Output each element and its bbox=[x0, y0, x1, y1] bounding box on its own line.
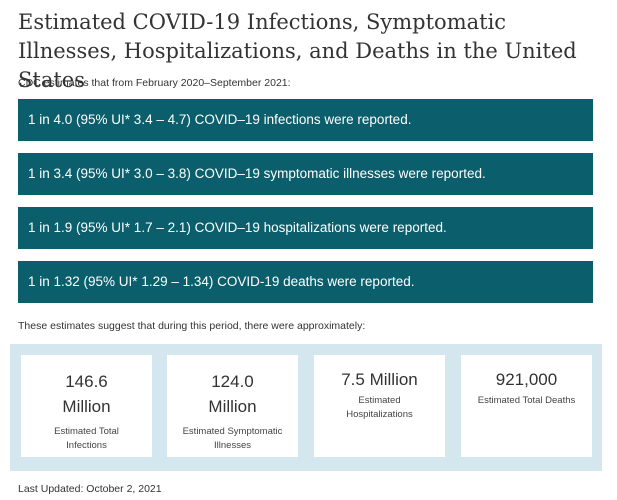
deaths-card: 921,000 Estimated Total Deaths bbox=[461, 355, 592, 457]
hospitalizations-label: Estimated Hospitalizations bbox=[346, 395, 413, 420]
deaths-ratio-bar: 1 in 1.32 (95% UI* 1.29 – 1.34) COVID-19… bbox=[18, 261, 593, 303]
symptomatic-value: 124.0 Million bbox=[208, 372, 257, 416]
hospitalizations-ratio-bar: 1 in 1.9 (95% UI* 1.7 – 2.1) COVID–19 ho… bbox=[18, 207, 593, 249]
deaths-value: 921,000 bbox=[495, 370, 558, 389]
infections-card: 146.6 Million Estimated Total Infections bbox=[21, 355, 152, 457]
symptomatic-ratio-bar: 1 in 3.4 (95% UI* 3.0 – 3.8) COVID–19 sy… bbox=[18, 153, 593, 195]
infections-label: Estimated Total Infections bbox=[54, 426, 119, 451]
deaths-label: Estimated Total Deaths bbox=[477, 395, 576, 406]
infections-value: 146.6 Million bbox=[62, 372, 111, 416]
last-updated: Last Updated: October 2, 2021 bbox=[18, 483, 162, 495]
hospitalizations-value: 7.5 Million bbox=[341, 370, 418, 389]
infections-ratio-bar: 1 in 4.0 (95% UI* 3.4 – 4.7) COVID–19 in… bbox=[18, 99, 593, 141]
symptomatic-label: Estimated Symptomatic Illnesses bbox=[182, 426, 283, 451]
symptomatic-card: 124.0 Million Estimated Symptomatic Illn… bbox=[167, 355, 298, 457]
intro-text: CDC estimates that from February 2020–Se… bbox=[18, 77, 291, 89]
summary-text: These estimates suggest that during this… bbox=[18, 320, 366, 332]
hospitalizations-card: 7.5 Million Estimated Hospitalizations bbox=[314, 355, 445, 457]
estimates-panel: 146.6 Million Estimated Total Infections… bbox=[10, 344, 602, 471]
page-title: Estimated COVID-19 Infections, Symptomat… bbox=[18, 10, 577, 92]
